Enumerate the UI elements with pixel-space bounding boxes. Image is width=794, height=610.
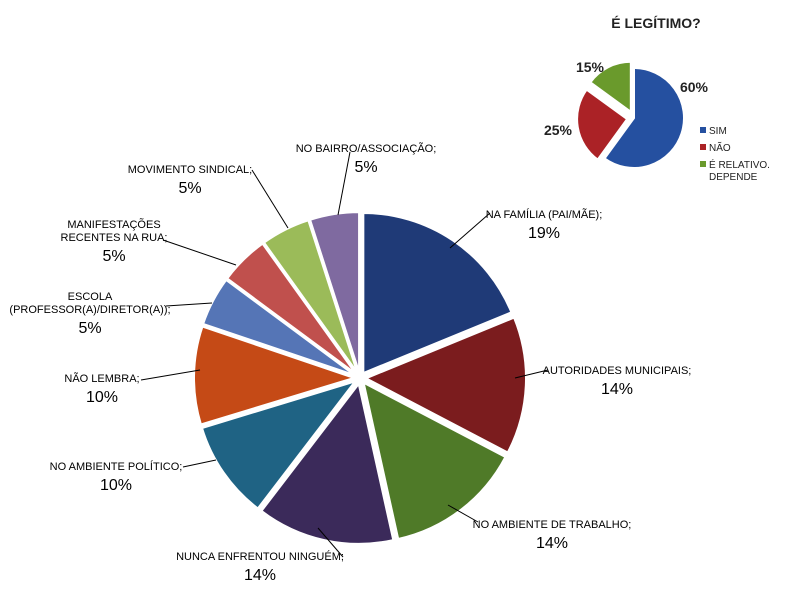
main-pie-leader-line	[514, 369, 549, 379]
main-pie-leader-line	[447, 504, 479, 523]
main-pie-slice-manifestacoes-recentes-na-rua	[225, 242, 357, 375]
main-pie-category-label: MANIFESTAÇÕES	[67, 218, 160, 231]
main-pie-chart	[193, 211, 527, 545]
small-pie-title: É LEGÍTIMO?	[611, 15, 700, 31]
main-pie-category-label: MOVIMENTO SINDICAL;	[128, 164, 252, 176]
main-pie-slice-escola-professor-a-diretor-a	[201, 278, 356, 377]
main-pie-value-label: 19%	[528, 225, 560, 242]
legend-swatch-e-relativo-depende	[700, 161, 706, 167]
main-pie-leader-line	[182, 459, 217, 468]
main-pie-leader-line	[449, 212, 491, 249]
main-pie-slice-nunca-enfrentou-ninguem	[260, 381, 395, 545]
main-pie-value-label: 10%	[100, 477, 132, 494]
legend-swatch-nao	[700, 144, 706, 150]
main-pie-slice-no-bairro-associacao	[308, 211, 361, 373]
small-pie-slice-sim	[603, 66, 685, 169]
main-pie-value-label: 14%	[536, 535, 568, 552]
main-pie-category-label: NO AMBIENTE DE TRABALHO;	[473, 519, 632, 531]
small-pie-labels: 60% 25% 15%	[544, 59, 709, 138]
small-pie-value-label: 60%	[680, 79, 709, 95]
main-pie-value-label: 5%	[102, 248, 125, 265]
main-pie-slice-no-ambiente-politico	[200, 379, 358, 510]
main-pie-leader-line	[251, 169, 289, 229]
main-pie-slice-na-familia-pai-mae	[362, 212, 513, 375]
main-pie-value-label: 14%	[601, 381, 633, 398]
main-pie-slice-movimento-sindical	[262, 219, 359, 374]
legend-label: DEPENDE	[709, 172, 758, 183]
small-pie-slice-nao	[576, 88, 629, 161]
small-pie-legend: SIM NÃO É RELATIVO.DEPENDE	[700, 126, 770, 183]
small-pie-value-label: 15%	[576, 59, 605, 75]
small-pie-slice-e-relativo-depende	[588, 60, 632, 114]
main-pie-category-label: NO AMBIENTE POLÍTICO;	[50, 460, 183, 473]
legend-label: NÃO	[709, 141, 731, 154]
main-pie-category-label: (PROFESSOR(A)/DIRETOR(A));	[9, 304, 170, 316]
main-pie-value-label: 5%	[78, 320, 101, 337]
legend-swatch-sim	[700, 127, 706, 133]
main-pie-category-label: AUTORIDADES MUNICIPAIS;	[543, 365, 692, 377]
main-pie-slice-no-ambiente-de-trabalho	[362, 380, 507, 541]
main-pie-category-label: NÃO LEMBRA;	[64, 372, 139, 385]
main-pie-value-label: 10%	[86, 389, 118, 406]
legend-label: É RELATIVO.	[709, 158, 770, 171]
legend-label: SIM	[709, 126, 727, 137]
main-pie-category-label: ESCOLA	[68, 291, 113, 303]
main-pie-labels: NA FAMÍLIA (PAI/MÃE); 19% AUTORIDADES MUNI…	[9, 142, 691, 584]
main-pie-leader-line	[165, 302, 213, 307]
main-pie-category-label: NA FAMÍLIA (PAI/MÃE);	[486, 208, 603, 221]
main-pie-leader-line	[162, 239, 237, 266]
small-pie-value-label: 25%	[544, 122, 573, 138]
main-pie-category-label: NUNCA ENFRENTOU NINGUÉM;	[176, 550, 344, 563]
main-pie-category-label: RECENTES NA RUA;	[61, 232, 168, 244]
main-pie-slice-autoridades-municipais	[363, 316, 527, 454]
main-pie-category-label: NO BAIRRO/ASSOCIAÇÃO;	[296, 142, 437, 155]
main-pie-value-label: 5%	[354, 159, 377, 176]
main-pie-slice-nao-lembra	[193, 325, 358, 426]
main-pie-value-label: 14%	[244, 567, 276, 584]
small-pie-chart	[576, 60, 685, 169]
main-pie-leader-line	[140, 369, 201, 381]
main-pie-value-label: 5%	[178, 180, 201, 197]
main-pie-leader-line	[337, 151, 351, 216]
main-pie-leader-line	[317, 527, 344, 558]
